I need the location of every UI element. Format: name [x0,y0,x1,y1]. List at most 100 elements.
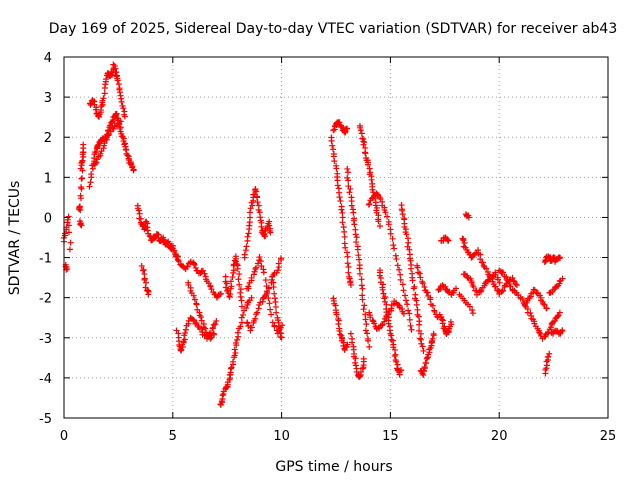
data-point-arc-i [269,273,276,280]
data-point-arc-m [366,200,373,207]
data-point-arc-q [495,276,502,283]
data-point-arc-k3 [349,339,356,346]
data-point-arc-n3 [422,359,429,366]
data-point-arc-g [228,278,235,285]
data-point-arc-h3 [253,264,260,271]
data-point-arc-c3 [107,128,114,135]
data-point-arc-j [339,219,346,226]
data-point-arc-k [358,282,365,289]
data-point-arc-l [376,222,383,229]
data-point-arc-e2 [177,347,184,354]
data-point-arc-n [416,327,423,334]
data-point-arc-c2 [120,105,127,112]
data-point-arc-h2 [254,309,261,316]
data-point-arc-g [232,258,239,265]
data-point-arc-e [208,286,215,293]
data-point-arc-j [341,228,348,235]
data-point-arc-c3 [92,160,99,167]
data-point-arc-e2 [213,317,220,324]
data-point-arc-e [201,270,208,277]
data-point-arc-k3 [351,359,358,366]
data-point-arc-k2 [340,342,347,349]
data-point-arc-f [232,349,239,356]
data-point-arc-m3 [366,309,373,316]
data-point-arc-m [405,307,412,314]
data-point-arc-e2 [209,324,216,331]
data-point-arc-q [461,239,468,246]
data-point-arc-j [333,165,340,172]
data-point-arc-i [276,326,283,333]
data-point-arc-m [391,245,398,252]
data-point-arc-i [271,290,278,297]
data-point-arc-g [237,286,244,293]
data-point-arc-r [543,305,550,312]
y-tick-label: 0 [44,211,52,226]
data-point-arc-h3 [258,262,265,269]
data-point-arc-h2 [248,324,255,331]
data-point-arc-m3 [400,310,407,317]
data-point-arc-k [354,246,361,253]
data-point-arc-j [330,146,337,153]
data-point-arc-i [270,284,277,291]
data-point-arc-f [240,311,247,318]
data-point-arc-c2 [109,71,116,78]
x-axis-title: GPS time / hours [275,459,392,475]
data-point-arc-k2 [333,311,340,318]
data-point-arc-e [217,290,224,297]
data-point-arc-n2 [429,302,436,309]
data-point-arc-h3 [269,319,276,326]
data-points [60,61,566,408]
data-point-arc-h3 [267,306,274,313]
data-point-arc-c2 [101,90,108,97]
data-point-arc-l [368,176,375,183]
data-point-arc-m [397,276,404,283]
data-point-arc-g [238,303,245,310]
y-tick-label: 1 [44,171,52,186]
data-point-arc-h3 [252,266,259,273]
data-point-arc-s3 [559,327,566,334]
data-point-arc-m [407,322,414,329]
data-point-arc-o [447,318,454,325]
data-point-arc-i [272,303,279,310]
data-point-arc-q3 [465,214,472,221]
data-point-arc-k [352,231,359,238]
data-point-arc-f [248,294,255,301]
chart-title: Day 169 of 2025, Sidereal Day-to-day VTE… [49,21,618,37]
data-point-arc-f [243,305,250,312]
data-point-arc-g [229,274,236,281]
data-point-arc-m [404,301,411,308]
data-point-arc-m [385,221,392,228]
data-point-arc-n3 [421,364,428,371]
data-point-arc-c2 [114,77,121,84]
y-tick-label: -4 [39,372,52,387]
data-point-arc-j [328,137,335,144]
data-point-arc-n [414,306,421,313]
data-point-arc-h [247,214,254,221]
y-tick-label: 3 [44,91,52,106]
data-point-arc-k3 [357,373,364,380]
data-point-arc-q [483,265,490,272]
data-point-arc-n [419,343,426,350]
data-point-arc-m [393,256,400,263]
data-point-arc-n [413,301,420,308]
data-point-arc-c [130,167,137,174]
data-point-arc-i [274,317,281,324]
data-point-arc-h3 [266,300,273,307]
data-point-arc-f [228,364,235,371]
data-point-arc-k [360,306,367,313]
data-point-arc-s [556,254,563,261]
data-point-arc-c2 [118,98,125,105]
data-point-arc-b [77,195,84,202]
data-point-arc-q [496,279,503,286]
plot-frame [63,56,609,419]
data-point-arc-h2 [274,267,281,274]
data-point-arc-k [353,239,360,246]
data-point-arc-q2 [509,274,516,281]
data-point-arc-n [410,285,417,292]
data-point-arc-j [334,182,341,189]
data-point-arc-k3 [352,362,359,369]
x-tick-label: 15 [382,429,399,444]
data-point-arc-c2 [116,89,123,96]
data-point-arc-q4 [469,307,476,314]
data-point-arc-r [504,277,511,284]
